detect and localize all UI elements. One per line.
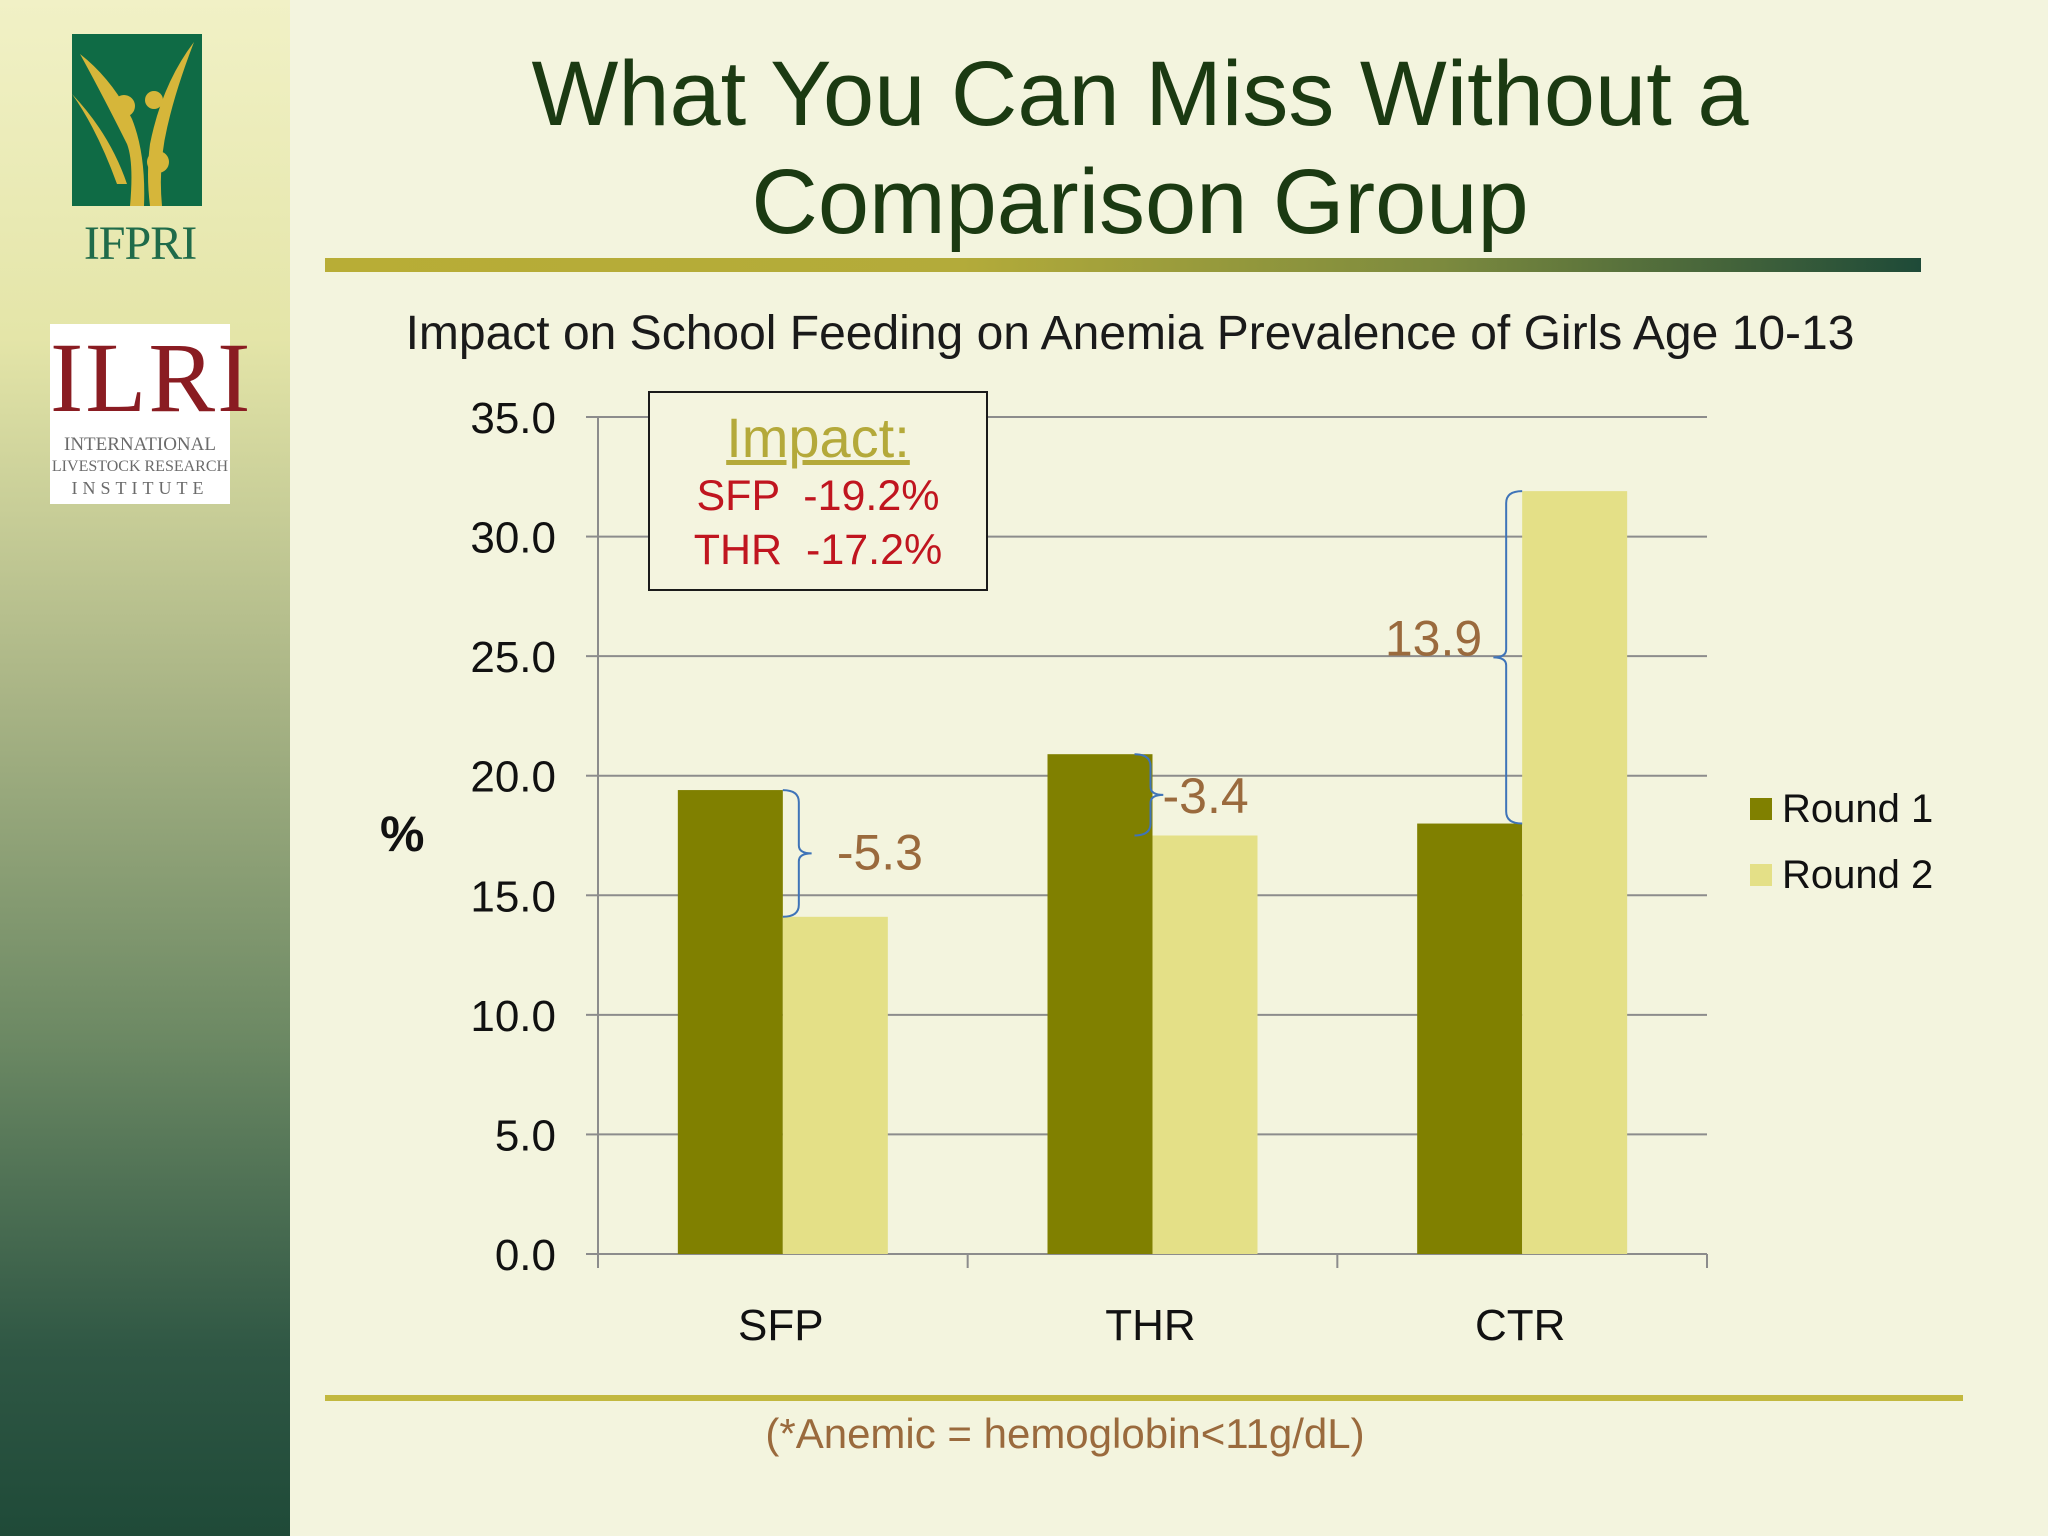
y-tick-label: 15.0 bbox=[470, 872, 556, 921]
y-tick-label: 5.0 bbox=[495, 1111, 556, 1160]
chart-title: Impact on School Feeding on Anemia Preva… bbox=[405, 307, 1855, 360]
ifpri-wordmark: IFPRI bbox=[83, 217, 197, 270]
footnote: (*Anemic = hemoglobin<11g/dL) bbox=[765, 1410, 1365, 1457]
bar-round-2-sfp bbox=[782, 916, 888, 1254]
legend-label-round-2: Round 2 bbox=[1782, 853, 1933, 897]
bar-round-1-sfp bbox=[677, 790, 783, 1254]
annotation-thr-diff: -3.4 bbox=[1163, 768, 1249, 824]
page-title-line1: What You Can Miss Without a bbox=[531, 43, 1749, 145]
annotation-ctr-diff: 13.9 bbox=[1385, 610, 1482, 666]
x-tick-label: THR bbox=[1105, 1301, 1195, 1350]
brace-ctr bbox=[1493, 490, 1523, 825]
ifpri-logo: IFPRI bbox=[64, 28, 216, 270]
ilri-wordmark: ILRI bbox=[50, 322, 253, 433]
y-tick-label: 25.0 bbox=[470, 633, 556, 682]
annotation-sfp-diff: -5.3 bbox=[837, 824, 923, 880]
x-tick-label: SFP bbox=[738, 1301, 824, 1350]
bar-chart: 0.0 5.0 10.0 15.0 20.0 25.0 30.0 35.0 SFP THR CTR -… bbox=[470, 394, 1933, 1350]
y-tick-label: 35.0 bbox=[470, 394, 556, 443]
legend-swatch-round-2 bbox=[1750, 864, 1772, 886]
brace-thr bbox=[1134, 753, 1164, 837]
ilri-line-institute: INSTITUTE bbox=[71, 478, 209, 498]
page-title-line2: Comparison Group bbox=[751, 151, 1529, 253]
impact-title: Impact: bbox=[726, 406, 910, 469]
impact-thr: THR -17.2% bbox=[693, 526, 943, 574]
bar-round-2-ctr bbox=[1522, 491, 1628, 1254]
bottom-divider bbox=[325, 1395, 1963, 1401]
y-axis-label: % bbox=[380, 806, 425, 862]
impact-callout: Impact: SFP -19.2% THR -17.2% bbox=[648, 391, 988, 591]
ifpri-emblem-icon bbox=[72, 34, 202, 206]
y-tick-label: 30.0 bbox=[470, 514, 556, 563]
legend-label-round-1: Round 1 bbox=[1782, 787, 1933, 831]
impact-sfp: SFP -19.2% bbox=[696, 472, 940, 520]
brace-sfp bbox=[782, 789, 812, 918]
ilri-line-international: INTERNATIONAL bbox=[64, 434, 216, 455]
ilri-logo: ILRI INTERNATIONAL LIVESTOCK RESEARCH IN… bbox=[50, 322, 253, 504]
y-tick-label: 20.0 bbox=[470, 753, 556, 802]
bar-round-2-thr bbox=[1152, 835, 1258, 1254]
y-tick-label: 0.0 bbox=[495, 1231, 556, 1280]
bar-round-1-ctr bbox=[1417, 823, 1523, 1254]
ilri-line-livestock: LIVESTOCK RESEARCH bbox=[51, 458, 229, 475]
y-tick-label: 10.0 bbox=[470, 992, 556, 1041]
sidebar-gradient: IFPRI ILRI INTERNATIONAL LIVESTOCK RESEA… bbox=[0, 0, 290, 1536]
x-tick-label: CTR bbox=[1475, 1301, 1565, 1350]
title-divider bbox=[325, 258, 1921, 272]
bar-round-1-thr bbox=[1047, 754, 1153, 1254]
page-title: What You Can Miss Without a Comparison G… bbox=[330, 40, 1950, 256]
legend-swatch-round-1 bbox=[1750, 798, 1772, 820]
